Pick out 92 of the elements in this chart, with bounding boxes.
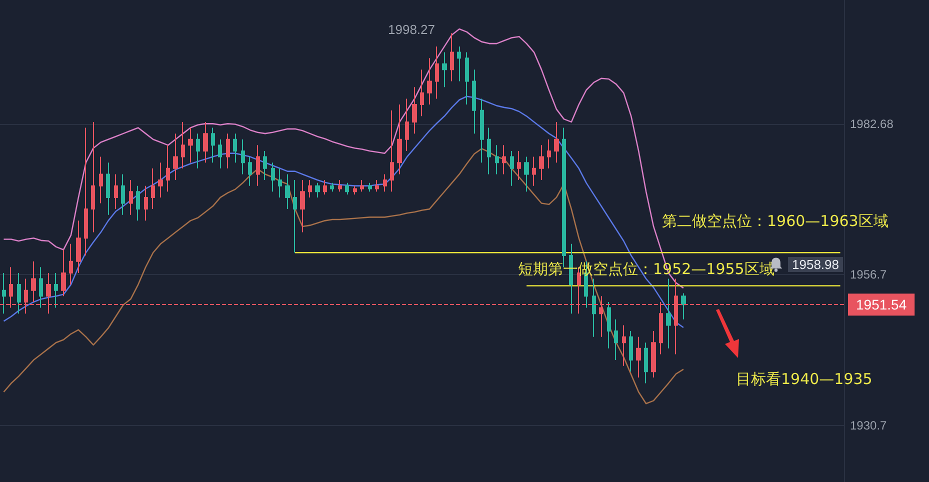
candlestick: [622, 324, 626, 366]
annotation: 1958.98: [788, 256, 843, 272]
candlestick: [293, 180, 297, 254]
candlestick: [397, 104, 402, 175]
candlestick: [241, 138, 245, 175]
candlestick: [651, 330, 656, 378]
candlestick: [629, 330, 633, 372]
candlestick: [173, 133, 178, 181]
candlestick: [480, 98, 484, 164]
candlestick: [368, 182, 372, 192]
candlestick: [300, 180, 305, 233]
candlestick: [636, 336, 641, 378]
candlestick: [181, 121, 185, 169]
candlestick: [539, 144, 544, 181]
candlestick: [203, 121, 208, 164]
candlestick: [136, 185, 140, 222]
candlestick: [412, 86, 417, 134]
candlestick: [31, 260, 36, 302]
candlestick: [510, 150, 514, 186]
candlestick: [487, 127, 491, 175]
candlestick: [39, 266, 43, 308]
candlestick: [233, 133, 237, 164]
candlestick: [338, 180, 342, 192]
candlestick: [457, 46, 461, 82]
annotation: 第二做空点位：1960—1963区域: [662, 212, 888, 230]
candlestick: [278, 168, 282, 198]
candlestick: [271, 162, 275, 192]
candlestick: [263, 150, 267, 181]
candlestick: [114, 174, 118, 210]
candlestick: [360, 180, 364, 192]
candlestick: [166, 144, 170, 192]
candlestick: [450, 32, 454, 82]
candlestick: [592, 278, 596, 338]
candlestick: [188, 127, 193, 164]
candlestick: [121, 174, 125, 216]
candlestick: [569, 243, 573, 314]
candlestick: [375, 180, 379, 192]
candlestick: [17, 272, 21, 314]
candlestick: [614, 318, 618, 361]
candlestick: [84, 127, 88, 256]
candlestick: [465, 52, 469, 106]
candlestick: [211, 127, 215, 164]
candlestick: [76, 220, 81, 274]
candlestick: [495, 144, 499, 175]
candlestick: [353, 185, 357, 196]
candlestick: [427, 58, 432, 106]
candlestick: [196, 133, 200, 169]
candlestick: [2, 272, 6, 314]
candlestick: [151, 168, 155, 210]
candlestick: [129, 180, 133, 216]
candlestick: [532, 156, 536, 186]
candlestick: [666, 278, 671, 349]
candlestick: [158, 162, 163, 198]
candlestick: [308, 180, 312, 198]
candlestick: [69, 243, 73, 286]
candlestick: [390, 110, 394, 192]
candlestick: [345, 182, 349, 196]
candlestick: [106, 162, 110, 216]
candlestick: [547, 138, 551, 169]
candlestick: [99, 156, 103, 204]
candlestick: [226, 133, 230, 169]
candlestick: [644, 342, 648, 384]
y-tick-label: 1982.68: [850, 116, 894, 131]
candlestick: [681, 292, 686, 320]
candlestick: [562, 127, 566, 268]
annotation: 1998.27: [388, 22, 435, 37]
candlestick: [383, 174, 387, 192]
candlestick: [502, 144, 506, 175]
annotation: 目标看1940—1935: [736, 370, 872, 388]
candlestick: [256, 144, 260, 186]
candlestick: [61, 249, 66, 297]
candlestick: [420, 69, 424, 117]
y-tick-label: 1930.7: [850, 418, 888, 433]
candlestick: [144, 185, 148, 222]
candlestick: [524, 156, 529, 192]
candlestick: [54, 272, 58, 308]
candlestick: [554, 121, 559, 164]
candlestick: [285, 174, 290, 210]
candlestick: [435, 46, 439, 100]
candlestick: [442, 52, 447, 88]
candlestick: [472, 69, 476, 134]
candlestick: [517, 150, 521, 181]
candlestick: [330, 182, 334, 192]
candlestick: [315, 182, 320, 198]
candlestick: [91, 121, 95, 233]
candlestick: [248, 156, 252, 186]
candlestick: [218, 138, 222, 169]
ref-line-label: 1951.54: [856, 296, 907, 313]
candlestick: [323, 180, 327, 196]
candlestick: [405, 98, 409, 152]
y-tick-label: 1956.7: [850, 268, 888, 282]
candlestick: [607, 301, 611, 349]
